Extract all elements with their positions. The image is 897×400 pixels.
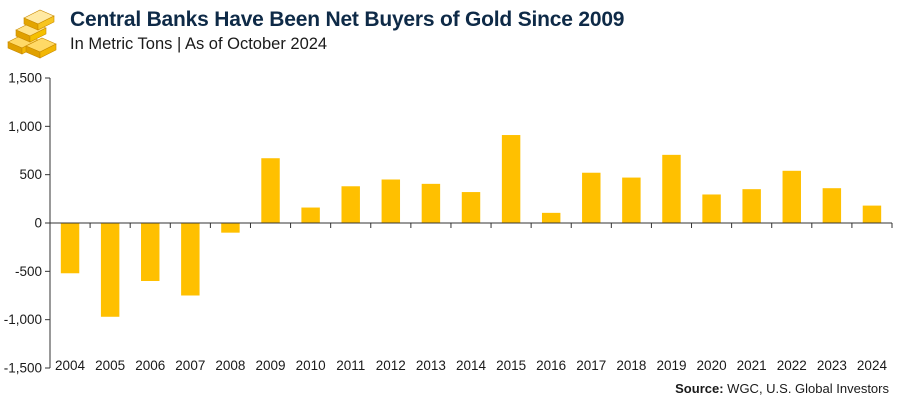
x-tick-label: 2021: [737, 358, 767, 373]
x-tick-label: 2017: [576, 358, 606, 373]
y-tick-label: 1,500: [8, 71, 42, 86]
x-tick-label: 2022: [777, 358, 807, 373]
bar-2019: [662, 154, 681, 223]
x-tick-label: 2010: [296, 358, 326, 373]
x-tick-label: 2016: [536, 358, 566, 373]
y-tick-label: 1,000: [8, 119, 42, 134]
x-tick-label: 2006: [135, 358, 165, 373]
bar-2015: [501, 135, 521, 223]
y-tick-label: 0: [34, 216, 42, 231]
x-tick-label: 2009: [256, 358, 286, 373]
bar-2011: [341, 186, 360, 223]
bar-2020: [702, 194, 721, 223]
y-tick-label: 500: [19, 167, 42, 182]
x-tick-label: 2012: [376, 358, 406, 373]
source-text: WGC, U.S. Global Investors: [727, 381, 889, 396]
x-tick-label: 2008: [215, 358, 245, 373]
chart-title: Central Banks Have Been Net Buyers of Go…: [70, 8, 625, 31]
bar-2008: [221, 223, 240, 233]
x-tick-label: 2013: [416, 358, 446, 373]
bar-2024: [862, 205, 882, 223]
bar-2010: [301, 207, 320, 223]
source-note: Source: WGC, U.S. Global Investors: [675, 381, 889, 396]
bar-2005: [100, 223, 120, 317]
y-tick-label: -500: [15, 264, 42, 279]
x-tick-label: 2019: [656, 358, 686, 373]
chart-header: Central Banks Have Been Net Buyers of Go…: [0, 0, 897, 62]
bar-2016: [541, 212, 561, 223]
x-tick-label: 2014: [456, 358, 487, 373]
bar-2023: [822, 188, 842, 223]
x-tick-label: 2005: [95, 358, 125, 373]
bar-2013: [421, 183, 441, 223]
bar-2014: [461, 192, 481, 223]
x-tick-label: 2015: [496, 358, 526, 373]
y-tick-label: -1,500: [4, 361, 42, 376]
bar-2012: [381, 179, 401, 223]
x-tick-label: 2018: [616, 358, 646, 373]
y-tick-label: -1,000: [4, 312, 42, 327]
x-tick-label: 2023: [817, 358, 847, 373]
chart-subtitle: In Metric Tons | As of October 2024: [70, 35, 328, 53]
bar-2022: [782, 170, 801, 223]
x-tick-label: 2024: [857, 358, 888, 373]
gold-bars-icon: [7, 9, 57, 59]
bar-2017: [582, 172, 601, 223]
bar-chart: -1,500 -1,000 -500 0 500 1,000 1,500 2004 2005 20…: [4, 71, 893, 376]
x-tick-label: 2020: [697, 358, 727, 373]
bar-2009: [261, 158, 280, 223]
bar-2021: [742, 189, 761, 223]
x-tick-label: 2011: [336, 358, 365, 373]
bar-2018: [622, 177, 641, 223]
x-tick-label: 2004: [55, 358, 86, 373]
x-tick-label: 2007: [175, 358, 205, 373]
bar-2006: [141, 223, 160, 281]
bar-2004: [60, 223, 80, 274]
bar-2007: [181, 223, 200, 296]
source-label: Source:: [675, 381, 724, 396]
